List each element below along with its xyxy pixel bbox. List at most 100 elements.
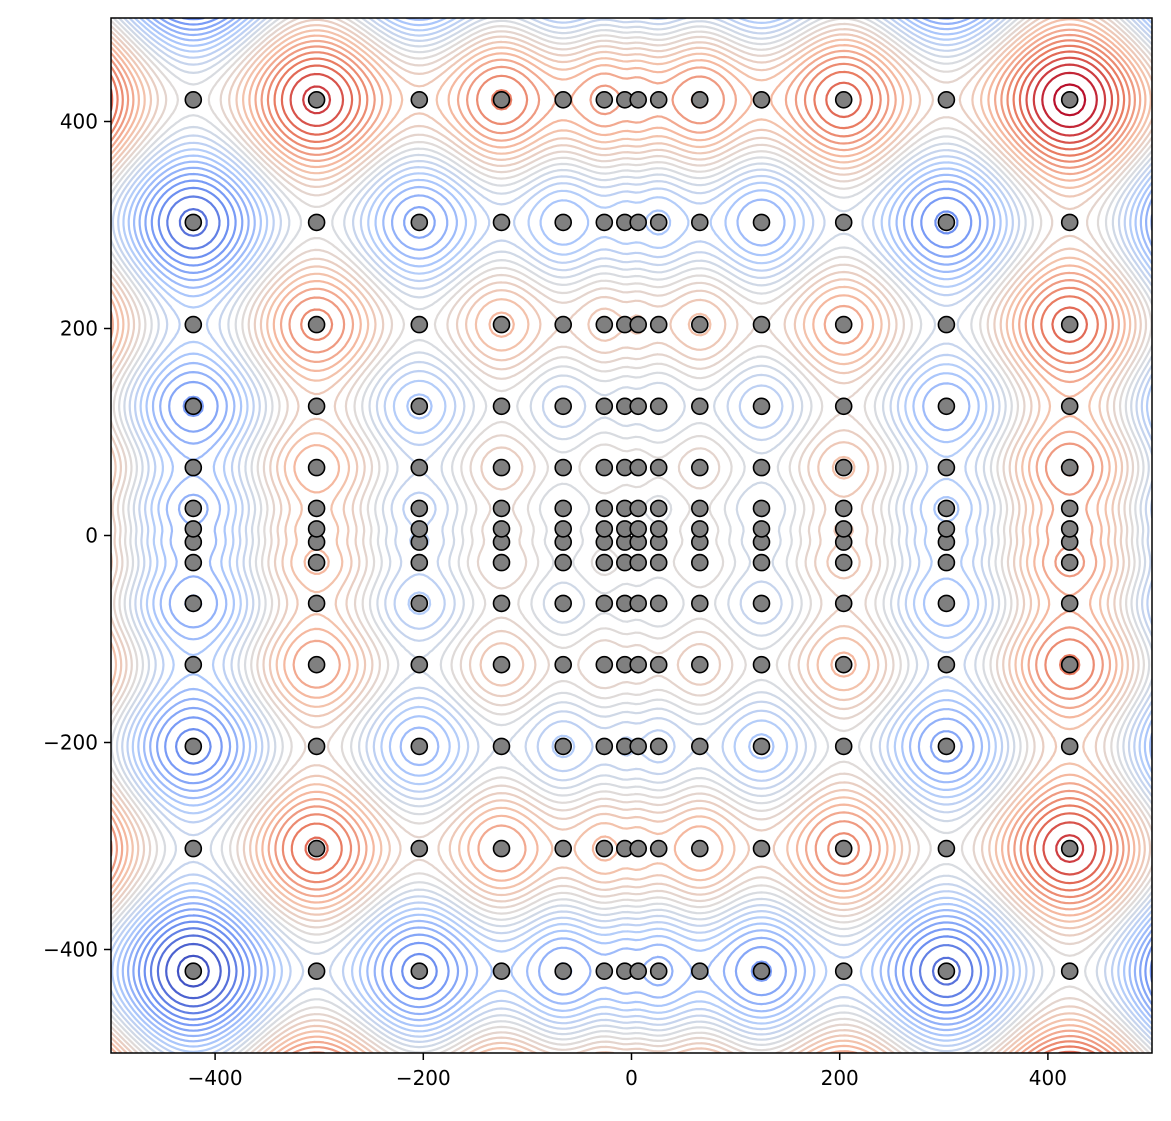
contour-level-12 — [111, 18, 1152, 1053]
data-point-7-0 — [629, 962, 648, 981]
data-point-10-9 — [752, 458, 771, 477]
data-point-5-9 — [595, 458, 614, 477]
data-point-8-1 — [649, 839, 668, 858]
data-point-8-11 — [649, 315, 668, 334]
data-point-3-11 — [492, 315, 511, 334]
data-point-2-10 — [410, 397, 429, 416]
data-point-2-13 — [410, 91, 429, 109]
data-point-5-7 — [595, 520, 614, 538]
data-point-1-11 — [307, 315, 326, 334]
contour-level-28 — [165, 942, 222, 1000]
data-point-3-0 — [492, 962, 511, 981]
data-point-4-2 — [554, 737, 573, 756]
data-point-2-3 — [410, 655, 429, 674]
data-point-0-9 — [184, 458, 203, 477]
data-point-13-9 — [1060, 458, 1079, 477]
data-point-4-4 — [554, 594, 573, 613]
data-point-13-1 — [1060, 839, 1079, 858]
data-point-9-0 — [690, 962, 709, 981]
contour-level-14 — [111, 18, 1152, 1053]
data-point-8-9 — [649, 458, 668, 477]
data-point-10-5 — [752, 553, 771, 572]
data-point-10-8 — [752, 499, 771, 518]
data-point-8-12 — [649, 213, 668, 232]
data-point-1-9 — [307, 458, 326, 477]
data-point-3-5 — [492, 553, 511, 572]
points-layer — [184, 91, 1079, 981]
data-point-11-13 — [834, 91, 853, 109]
data-point-12-8 — [937, 499, 956, 518]
data-point-5-10 — [595, 397, 614, 416]
y-tick-label: −200 — [43, 731, 98, 755]
data-point-7-3 — [629, 655, 648, 674]
contour-level-7 — [111, 33, 1136, 1053]
contour-level-26 — [149, 195, 974, 1015]
data-point-13-10 — [1060, 397, 1079, 416]
data-point-5-2 — [595, 737, 614, 756]
data-point-3-13 — [492, 91, 511, 109]
data-point-0-11 — [184, 315, 203, 334]
data-point-4-10 — [554, 397, 573, 416]
data-point-9-7 — [690, 520, 709, 538]
data-point-8-13 — [649, 91, 668, 109]
data-point-9-5 — [690, 553, 709, 572]
data-point-3-1 — [492, 839, 511, 858]
data-point-3-2 — [492, 737, 511, 756]
data-point-9-12 — [690, 213, 709, 232]
data-point-3-12 — [492, 213, 511, 232]
data-point-8-3 — [649, 655, 668, 674]
data-point-13-3 — [1060, 655, 1079, 674]
data-point-5-1 — [595, 839, 614, 858]
data-point-10-2 — [752, 737, 771, 756]
data-point-13-11 — [1060, 315, 1079, 334]
contour-level-23 — [132, 18, 1152, 1032]
data-point-3-4 — [492, 594, 511, 613]
data-point-11-0 — [834, 962, 853, 981]
data-point-0-0 — [184, 962, 203, 981]
x-tick-label: −200 — [396, 1066, 451, 1090]
data-point-5-8 — [595, 499, 614, 518]
data-point-7-12 — [629, 213, 648, 232]
data-point-12-7 — [937, 520, 956, 538]
data-point-9-11 — [690, 315, 709, 334]
data-point-2-12 — [410, 213, 429, 232]
data-point-8-10 — [649, 397, 668, 416]
contour-level-20 — [116, 18, 1152, 1048]
data-point-9-13 — [690, 91, 709, 109]
data-point-7-9 — [629, 458, 648, 477]
data-point-4-12 — [554, 213, 573, 232]
contour-level-9 — [111, 23, 1147, 1053]
data-point-11-3 — [834, 655, 853, 674]
y-tick-label: 200 — [60, 317, 98, 341]
data-point-7-1 — [629, 839, 648, 858]
contour-level-1 — [1041, 71, 1098, 129]
data-point-12-10 — [937, 397, 956, 416]
data-point-4-0 — [554, 962, 573, 981]
data-point-9-9 — [690, 458, 709, 477]
data-point-12-0 — [937, 962, 956, 981]
data-point-2-9 — [410, 458, 429, 477]
contour-level-24 — [137, 18, 1152, 1027]
y-tick-label: 400 — [60, 110, 98, 134]
data-point-2-7 — [410, 520, 429, 538]
contour-level-15 — [111, 18, 1152, 1053]
data-point-13-8 — [1060, 499, 1079, 518]
data-point-1-2 — [307, 737, 326, 756]
data-point-7-10 — [629, 397, 648, 416]
data-point-9-1 — [690, 839, 709, 858]
data-point-12-5 — [937, 553, 956, 572]
contour-level-0 — [1053, 83, 1087, 117]
data-point-7-7 — [629, 520, 648, 538]
contour-level-21 — [121, 18, 1152, 1043]
data-point-0-5 — [184, 553, 203, 572]
data-point-11-10 — [834, 397, 853, 416]
y-tick-label: 0 — [85, 524, 98, 548]
data-point-0-3 — [184, 655, 203, 674]
data-point-12-1 — [937, 839, 956, 858]
contour-layer — [111, 18, 1152, 1053]
data-point-8-2 — [649, 737, 668, 756]
data-point-1-0 — [307, 962, 326, 981]
data-point-9-8 — [690, 499, 709, 518]
x-tick-label: 0 — [625, 1066, 638, 1090]
